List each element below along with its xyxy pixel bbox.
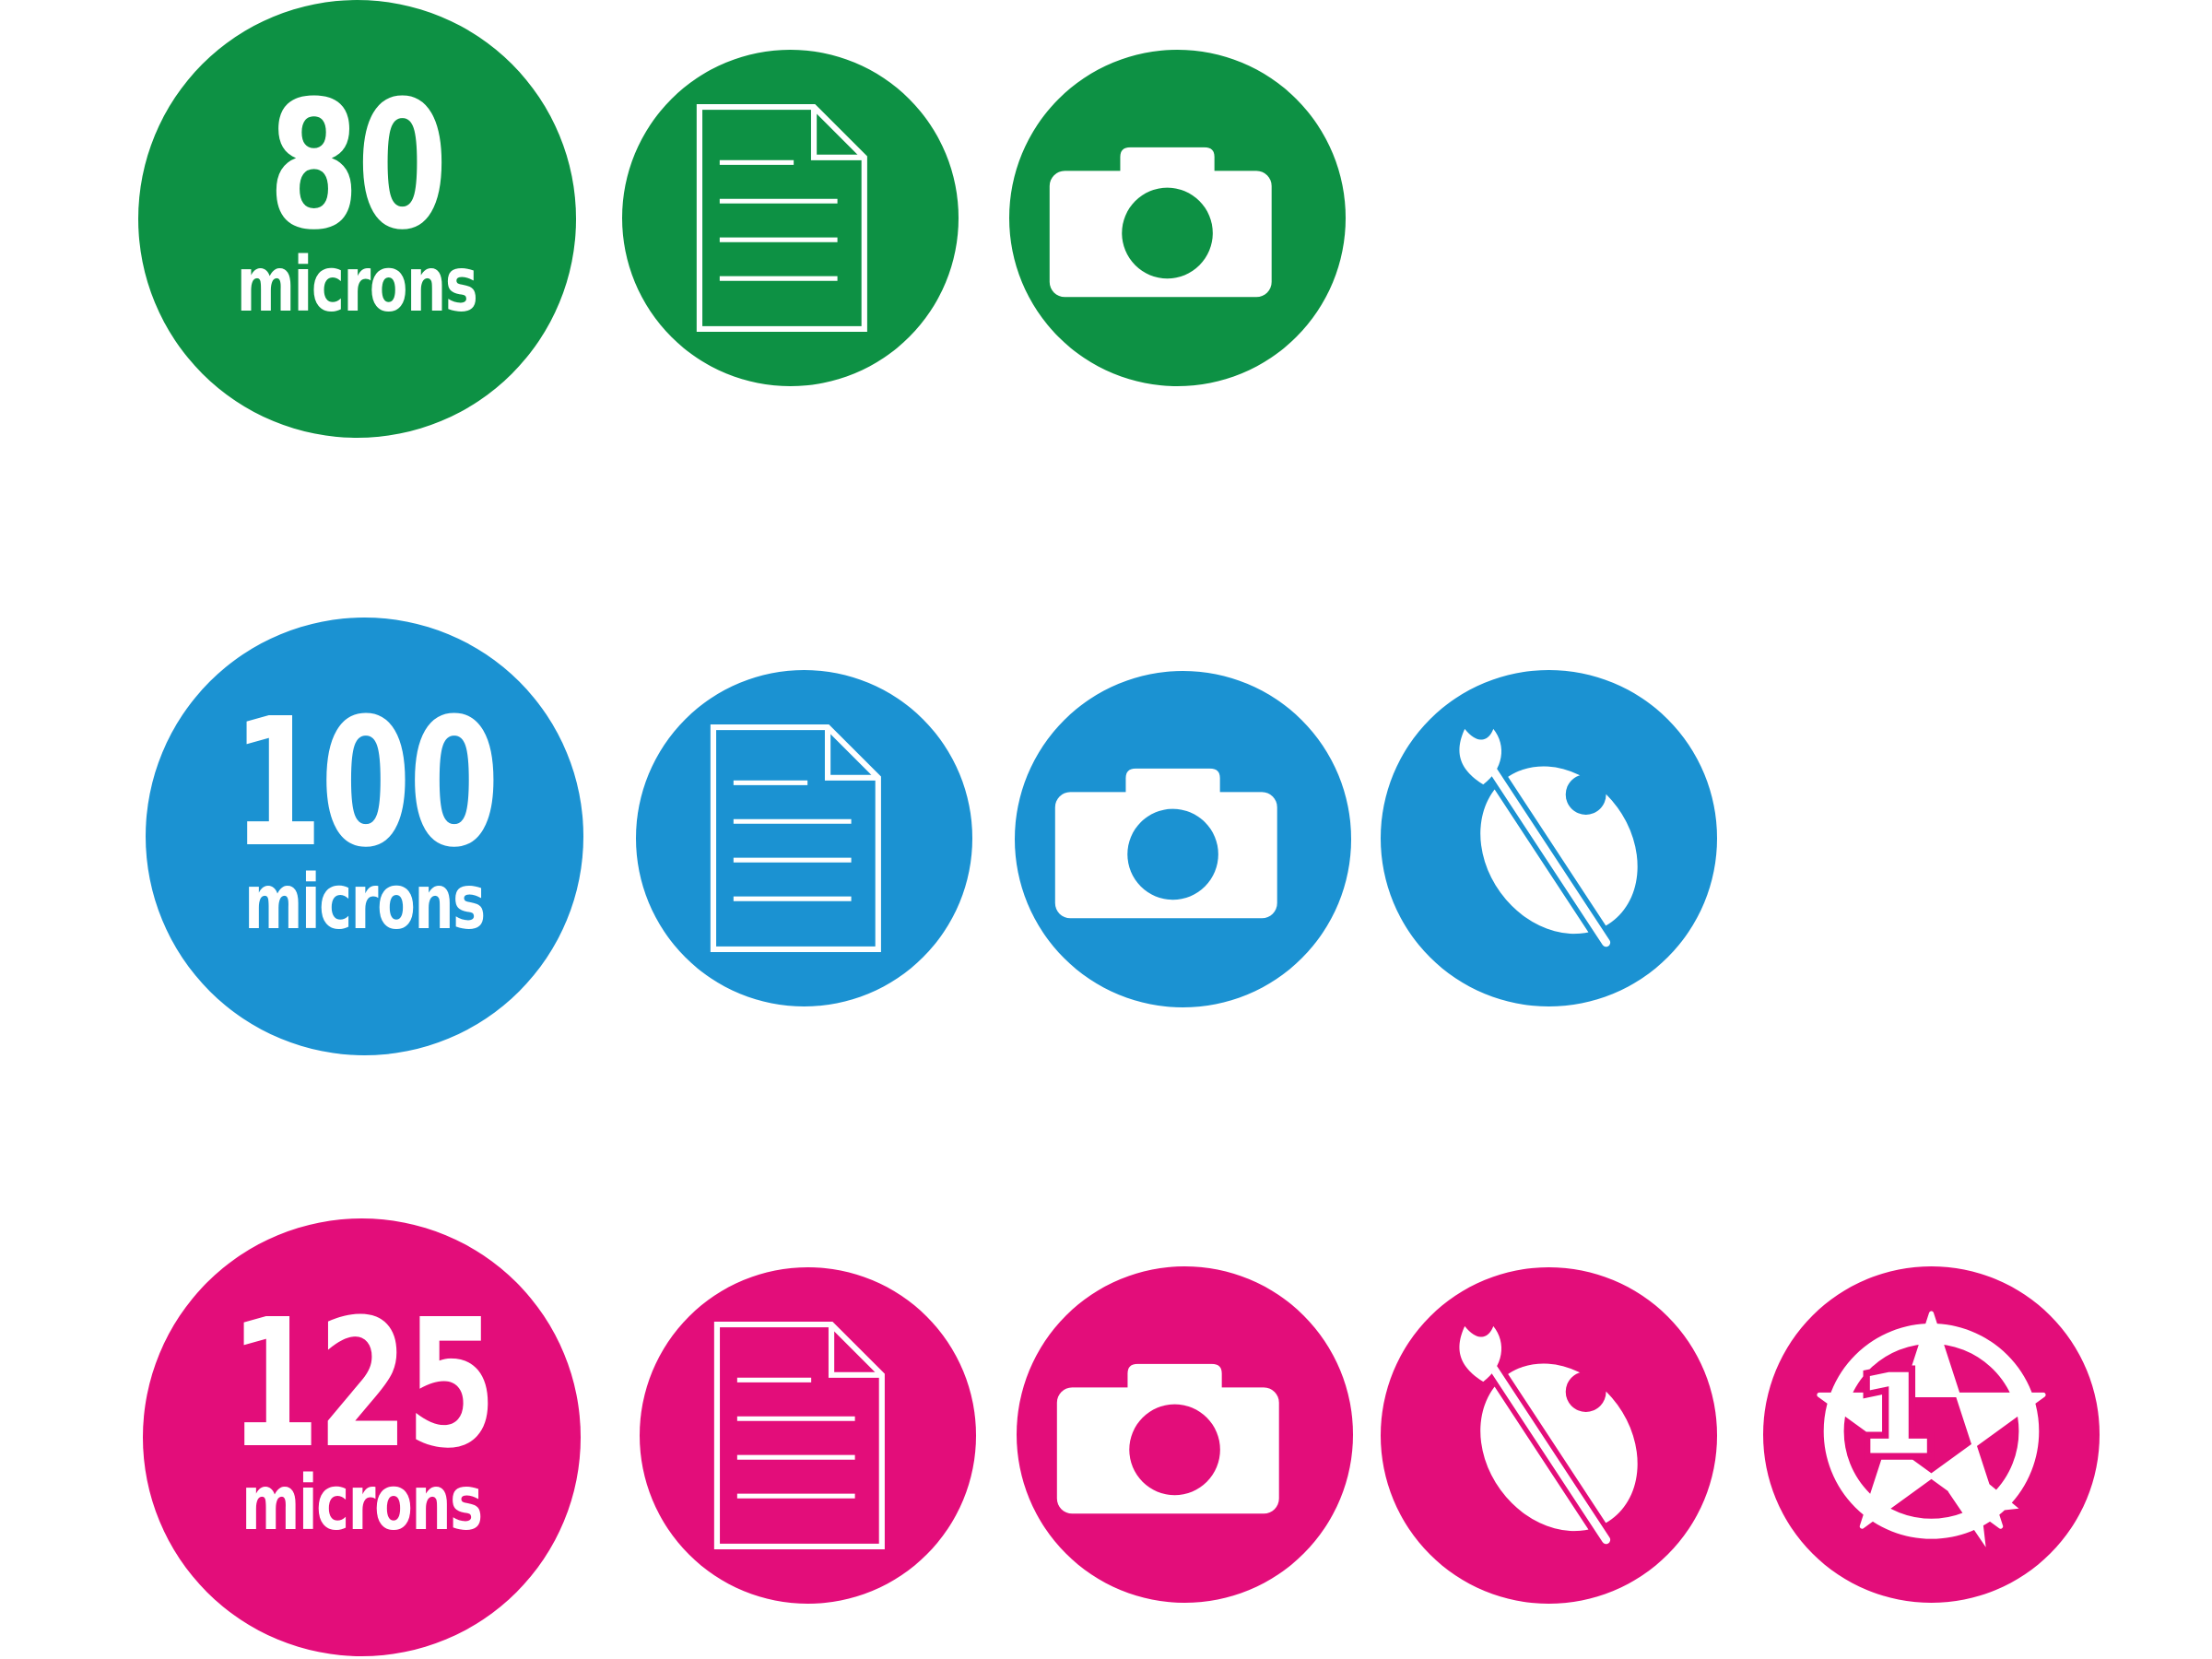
thickness-value: 125 <box>229 1281 498 1488</box>
badge-100-microns: 100 microns <box>146 618 583 1055</box>
award-rank-number: 1 <box>1857 1351 1935 1480</box>
badge-label: 100 microns <box>231 680 500 947</box>
badge-award-pink: 1 <box>1763 1266 2100 1603</box>
camera-icon <box>1049 147 1272 298</box>
badge-palette-pink <box>1381 1267 1717 1604</box>
badge-camera-blue <box>1015 671 1351 1007</box>
star-shape <box>1817 1311 2046 1529</box>
badge-camera-pink <box>1017 1266 1353 1603</box>
first-place-award-icon: 1 <box>1817 1311 2046 1547</box>
badge-document-green <box>622 50 959 386</box>
badge-label: 80 microns <box>237 63 478 330</box>
thickness-unit: microns <box>241 1460 483 1548</box>
camera-icon <box>1056 1363 1279 1514</box>
thickness-value: 80 <box>268 63 449 269</box>
document-icon <box>710 724 881 953</box>
badge-125-microns: 125 microns <box>143 1218 581 1656</box>
thickness-value: 100 <box>231 680 500 887</box>
badge-camera-green <box>1009 50 1346 386</box>
badge-80-microns: 80 microns <box>138 0 576 438</box>
thickness-unit: microns <box>237 241 478 330</box>
badge-document-pink <box>640 1267 976 1604</box>
document-icon <box>696 103 867 333</box>
badge-label: 125 microns <box>229 1281 498 1548</box>
document-icon <box>713 1321 885 1550</box>
thickness-unit: microns <box>244 859 486 947</box>
paint-palette-icon <box>1459 728 1638 948</box>
badge-palette-blue <box>1381 670 1717 1006</box>
badge-document-blue <box>636 670 972 1006</box>
camera-icon <box>1054 768 1277 919</box>
paint-palette-icon <box>1459 1325 1638 1546</box>
